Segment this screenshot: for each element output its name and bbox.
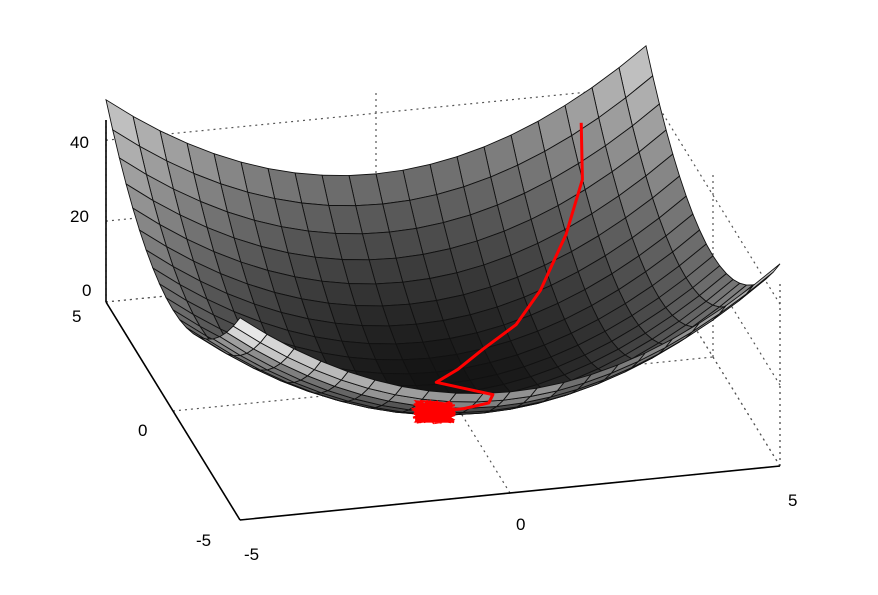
trajectory [410, 122, 584, 425]
x-tick-label: -5 [244, 545, 259, 564]
surface-mesh [105, 44, 781, 416]
axes [105, 120, 781, 521]
grid-line [105, 85, 647, 141]
surface-patch [745, 263, 781, 295]
trajectory-line [434, 122, 584, 410]
y-tick-label: 0 [138, 421, 147, 440]
y-axis-line [105, 301, 241, 521]
tick-labels: 40 20 0 5 0 -5 -5 0 5 [70, 133, 797, 564]
trajectory-cluster [410, 399, 457, 425]
x-tick-label: 5 [788, 491, 797, 510]
x-tick-label: 0 [516, 515, 525, 534]
grid-line [645, 85, 781, 305]
z-tick-label: 0 [82, 281, 91, 300]
trajectory-connector [434, 407, 465, 414]
y-tick-label: -5 [196, 531, 211, 550]
z-tick-label: 40 [70, 133, 89, 152]
grid-line [645, 247, 781, 467]
x-axis-line [239, 465, 781, 521]
surface-patch [232, 317, 268, 344]
z-tick-label: 20 [70, 207, 89, 226]
y-tick-label: 5 [72, 307, 81, 326]
